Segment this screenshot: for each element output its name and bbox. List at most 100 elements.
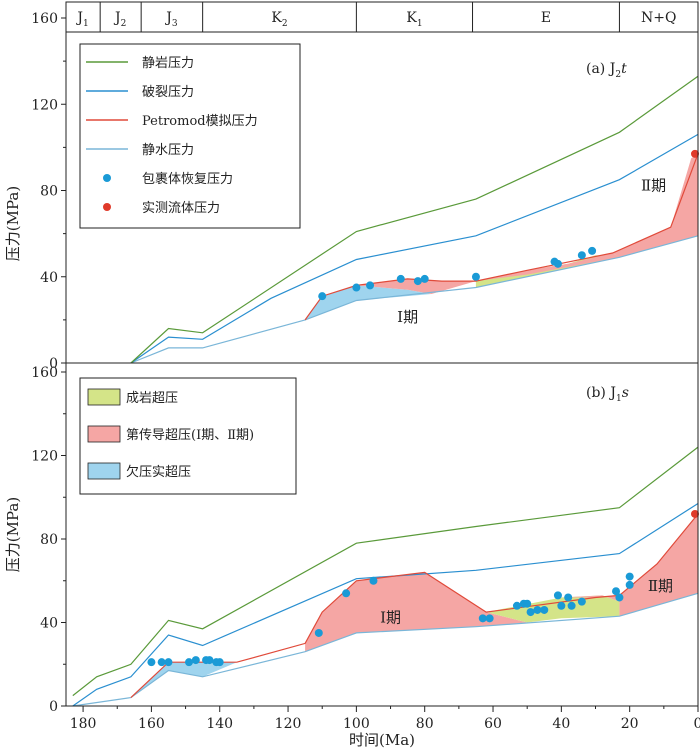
lithostatic-line <box>72 446 699 697</box>
stratigraphy-bar <box>65 1 699 33</box>
inclusion-point-11 <box>369 576 378 585</box>
inclusion-point-4 <box>191 656 200 665</box>
y-tick-label: 160 <box>31 365 58 381</box>
y-tick-label: 0 <box>49 356 58 372</box>
y-tick-label: 40 <box>40 270 58 286</box>
inclusion-point-18 <box>533 605 542 614</box>
inclusion-point-1 <box>157 658 166 667</box>
inclusion-point-8 <box>215 658 224 667</box>
inclusion-point-13 <box>485 614 494 623</box>
x-axis: 180 160 140 120 100 80 60 40 20 0 时间(Ma) <box>70 706 700 749</box>
transmission-area-4 <box>612 153 698 258</box>
legend-entry-1: 第传导超压(Ⅰ期、Ⅱ期) <box>126 428 254 443</box>
inclusion-point-1 <box>352 283 361 292</box>
legend-swatch-4 <box>103 174 111 182</box>
inclusion-point-10 <box>342 589 351 598</box>
inclusion-point-28 <box>625 580 634 589</box>
legend-entry-1: 破裂压力 <box>142 85 194 100</box>
x-tick-label: 180 <box>70 716 97 732</box>
inclusion-point-5 <box>420 274 429 283</box>
x-tick-label: 0 <box>694 716 700 732</box>
y-tick-label: 40 <box>40 616 58 632</box>
inclusion-point-21 <box>557 601 566 610</box>
inclusion-point-23 <box>567 601 576 610</box>
lithostatic-line <box>130 75 699 364</box>
legend-entry-0: 静岩压力 <box>142 56 194 71</box>
undercompaction-area-0 <box>130 662 237 698</box>
stage-label-0: Ⅰ期 <box>397 308 418 326</box>
era-label-2: J3 <box>164 10 178 29</box>
inclusion-point-25 <box>612 587 621 596</box>
inclusion-point-9 <box>314 628 323 637</box>
y-tick-label: 80 <box>40 532 58 548</box>
fracture-line <box>72 502 699 707</box>
x-tick-label: 60 <box>484 716 502 732</box>
inclusion-point-26 <box>615 593 624 602</box>
era-label-5: E <box>541 10 551 26</box>
x-tick-label: 160 <box>138 716 165 732</box>
legend-entry-2: Petromod模拟压力 <box>142 114 258 129</box>
transmission-area-3 <box>561 514 698 617</box>
transmission-area-1 <box>305 572 528 652</box>
legend-entry-0: 成岩超压 <box>126 391 178 406</box>
fracture-line <box>130 133 699 364</box>
inclusion-point-12 <box>478 614 487 623</box>
panel-title: (b) J1s <box>586 385 629 404</box>
era-label-0: J1 <box>75 10 88 29</box>
legend-swatch-1 <box>87 425 121 443</box>
x-tick-label: 80 <box>416 716 434 732</box>
y-tick-label: 80 <box>40 184 58 200</box>
plot-frame <box>65 362 699 707</box>
legend-box <box>79 43 301 229</box>
era-label-6: N+Q <box>641 10 676 26</box>
hydrostatic-line <box>130 235 699 364</box>
x-tick-label: 40 <box>552 716 570 732</box>
inclusion-point-9 <box>577 251 586 260</box>
hydrostatic-line <box>72 592 699 707</box>
inclusion-point-2 <box>164 658 173 667</box>
inclusion-point-4 <box>413 277 422 286</box>
inclusion-point-22 <box>564 593 573 602</box>
y-tick-label: 0 <box>49 699 58 715</box>
era-label-3: K2 <box>271 10 287 29</box>
legend-entry-2: 欠压实超压 <box>126 464 191 480</box>
stage-label-1: Ⅱ期 <box>641 177 666 195</box>
inclusion-point-0 <box>318 292 327 301</box>
era-label-1: J2 <box>113 10 126 29</box>
legend-swatch-5 <box>103 203 111 211</box>
x-tick-label: 20 <box>621 716 639 732</box>
inclusion-point-19 <box>540 605 549 614</box>
legend-entry-4: 包裹体恢复压力 <box>142 172 233 187</box>
inclusion-point-2 <box>366 281 375 290</box>
inclusion-point-14 <box>512 601 521 610</box>
inclusion-point-6 <box>471 272 480 281</box>
stage-label-1: Ⅱ期 <box>648 577 673 595</box>
legend-swatch-2 <box>87 462 121 480</box>
petromod-line <box>304 153 699 321</box>
x-axis-title: 时间(Ma) <box>349 731 415 749</box>
undercompaction-area-0 <box>305 285 432 320</box>
measured-point-0 <box>691 509 699 518</box>
panel-title: (a) J2t <box>586 61 627 80</box>
x-tick-label: 120 <box>275 716 302 732</box>
inclusion-point-8 <box>553 259 562 268</box>
inclusion-point-6 <box>205 656 214 665</box>
inclusion-point-20 <box>553 591 562 600</box>
panel-b: 0 40 80 120 160 压力(MPa) (b) J1s Ⅰ期 Ⅱ期 <box>4 362 699 715</box>
diagenetic-area-2 <box>486 595 620 623</box>
inclusion-point-3 <box>396 274 405 283</box>
era-label-4: K1 <box>406 10 422 29</box>
y-tick-label: 120 <box>31 97 58 113</box>
x-tick-label: 100 <box>343 716 370 732</box>
x-tick-label: 140 <box>206 716 233 732</box>
inclusion-point-10 <box>588 246 597 255</box>
legend-entry-3: 静水压力 <box>142 143 194 158</box>
inclusion-point-16 <box>523 599 532 608</box>
y-tick-label: 120 <box>31 449 58 465</box>
legend-entry-5: 实测流体压力 <box>142 201 220 216</box>
inclusion-point-3 <box>184 658 193 667</box>
inclusion-point-0 <box>147 658 156 667</box>
